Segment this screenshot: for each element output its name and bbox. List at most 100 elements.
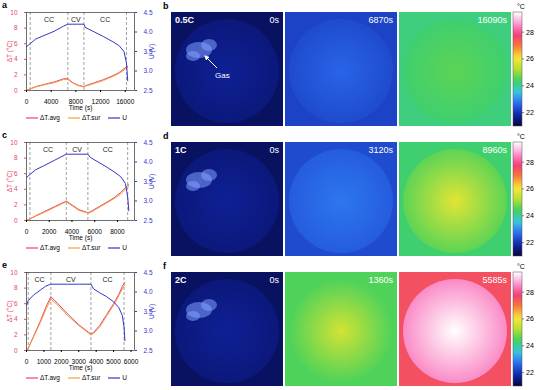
svg-text:16000: 16000 [116, 98, 134, 105]
svg-text:2.5: 2.5 [144, 217, 153, 224]
html-text:ΔT.avg: ΔT.avg [40, 374, 60, 381]
svg-text:2: 2 [14, 201, 18, 208]
svg-text:4.0: 4.0 [144, 28, 153, 35]
svg-text:6000: 6000 [124, 358, 139, 365]
svg-text:4.0: 4.0 [144, 288, 153, 295]
svg-text:12000: 12000 [92, 98, 110, 105]
svg-text:2.5: 2.5 [144, 347, 153, 354]
svg-text:0s: 0s [269, 15, 279, 25]
html-text:ΔT.avg: ΔT.avg [40, 244, 60, 251]
svg-text:3.0: 3.0 [144, 67, 153, 74]
svg-text:°C: °C [517, 133, 525, 140]
svg-text:2000: 2000 [42, 228, 57, 235]
svg-text:24: 24 [526, 82, 534, 89]
svg-text:2: 2 [14, 331, 18, 338]
svg-text:Time (s): Time (s) [69, 104, 93, 112]
svg-text:4: 4 [14, 185, 18, 192]
svg-text:ΔT (°C): ΔT (°C) [6, 41, 14, 63]
svg-text:U (V): U (V) [148, 44, 156, 59]
svg-text:0: 0 [25, 358, 29, 365]
svg-text:2000: 2000 [54, 358, 69, 365]
svg-text:°C: °C [517, 3, 525, 10]
svg-text:8960s: 8960s [482, 145, 507, 155]
svg-text:8000: 8000 [68, 98, 84, 106]
svg-text:4000: 4000 [64, 228, 80, 236]
svg-text:0s: 0s [269, 275, 279, 285]
svg-text:0.5C: 0.5C [175, 15, 195, 25]
html-text:ΔT.sur: ΔT.sur [81, 114, 101, 121]
svg-text:0: 0 [14, 217, 18, 224]
svg-text:ΔT (°C): ΔT (°C) [6, 301, 14, 323]
svg-text:26: 26 [526, 315, 534, 322]
svg-text:10: 10 [10, 139, 18, 146]
svg-text:Gas: Gas [215, 71, 230, 80]
svg-text:1C: 1C [175, 145, 187, 155]
svg-text:d: d [163, 131, 169, 141]
svg-text:4: 4 [14, 55, 18, 62]
svg-text:4: 4 [14, 315, 18, 322]
svg-text:CV: CV [66, 276, 76, 283]
svg-text:6000: 6000 [87, 228, 102, 236]
svg-text:CC: CC [102, 276, 112, 283]
svg-text:CC: CC [103, 146, 113, 153]
svg-text:2C: 2C [175, 275, 187, 285]
svg-text:0: 0 [25, 98, 29, 105]
html-text:ΔT.avg: ΔT.avg [40, 114, 60, 121]
svg-text:0s: 0s [269, 145, 279, 155]
svg-text:16090s: 16090s [477, 15, 507, 25]
svg-text:Time (s): Time (s) [69, 234, 93, 242]
svg-text:10: 10 [10, 269, 18, 276]
svg-text:5000: 5000 [106, 358, 121, 365]
svg-text:4.5: 4.5 [144, 9, 153, 16]
html-text:3000 4000: 3000 4000 [71, 358, 104, 366]
svg-text:3.0: 3.0 [144, 197, 153, 204]
svg-text:8: 8 [14, 284, 18, 291]
svg-text:Time (s): Time (s) [69, 364, 93, 372]
svg-text:2.5: 2.5 [144, 87, 153, 94]
svg-text:6: 6 [14, 170, 18, 177]
svg-text:2: 2 [14, 71, 18, 78]
svg-text:CV: CV [71, 16, 81, 23]
svg-text:4.0: 4.0 [144, 158, 153, 165]
svg-text:3.0: 3.0 [144, 327, 153, 334]
svg-text:5585s: 5585s [482, 275, 507, 285]
svg-text:0: 0 [14, 347, 18, 354]
svg-text:22: 22 [526, 109, 534, 116]
svg-text:6: 6 [14, 40, 18, 47]
svg-text:22: 22 [526, 369, 534, 376]
svg-text:28: 28 [526, 289, 534, 296]
svg-text:CC: CC [43, 146, 53, 153]
svg-text:CC: CC [44, 16, 54, 23]
svg-text:22: 22 [526, 239, 534, 246]
svg-text:U (V): U (V) [148, 304, 156, 319]
svg-text:ΔT (°C): ΔT (°C) [6, 171, 14, 193]
svg-text:24: 24 [526, 212, 534, 219]
svg-text:4000: 4000 [44, 98, 59, 105]
svg-text:4.5: 4.5 [144, 269, 153, 276]
svg-text:26: 26 [526, 55, 534, 62]
svg-text:6870s: 6870s [368, 15, 393, 25]
svg-text:CV: CV [72, 146, 82, 153]
svg-text:4.5: 4.5 [144, 139, 153, 146]
svg-text:CC: CC [35, 276, 45, 283]
svg-text:26: 26 [526, 185, 534, 192]
svg-text:8000: 8000 [110, 228, 125, 235]
svg-text:CC: CC [100, 16, 110, 23]
svg-text:1360s: 1360s [368, 275, 393, 285]
svg-text:1000: 1000 [37, 358, 52, 365]
svg-text:28: 28 [526, 29, 534, 36]
svg-text:0: 0 [14, 87, 18, 94]
svg-text:8: 8 [14, 24, 18, 31]
svg-text:24: 24 [526, 342, 534, 349]
svg-text:f: f [163, 261, 167, 271]
svg-text:U (V): U (V) [148, 174, 156, 189]
svg-text:3120s: 3120s [368, 145, 393, 155]
svg-text:0: 0 [25, 228, 29, 235]
svg-text:6: 6 [14, 300, 18, 307]
svg-text:b: b [163, 1, 169, 11]
svg-text:8: 8 [14, 154, 18, 161]
html-text:ΔT.sur: ΔT.sur [81, 244, 101, 251]
svg-text:10: 10 [10, 9, 18, 16]
svg-text:°C: °C [517, 263, 525, 270]
svg-text:28: 28 [526, 159, 534, 166]
